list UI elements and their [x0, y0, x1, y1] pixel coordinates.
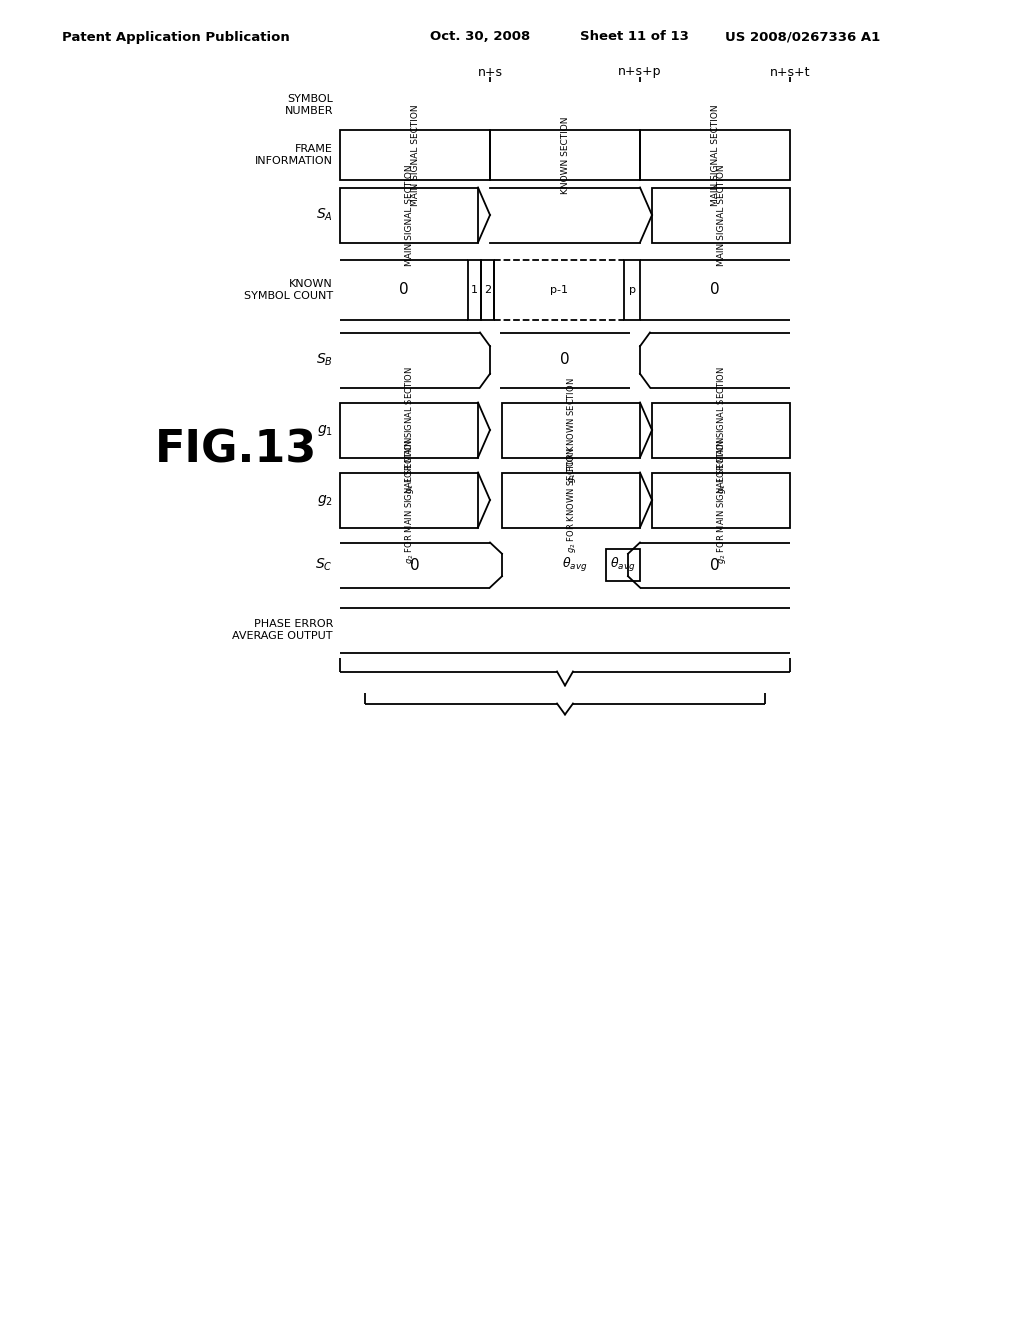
Text: 0: 0 [711, 282, 720, 297]
Text: KNOWN
SYMBOL COUNT: KNOWN SYMBOL COUNT [244, 279, 333, 301]
Bar [340, 187, 478, 243]
Text: $g_1$ FOR MAIN SIGNAL SECTION: $g_1$ FOR MAIN SIGNAL SECTION [715, 366, 727, 494]
Bar [652, 187, 790, 243]
Bar [340, 473, 478, 528]
Text: Sheet 11 of 13: Sheet 11 of 13 [580, 30, 689, 44]
Text: n+s+p: n+s+p [618, 66, 662, 78]
Bar [481, 260, 494, 319]
Text: 0: 0 [411, 557, 420, 573]
Text: $g_2$ FOR MAIN SIGNAL SECTION: $g_2$ FOR MAIN SIGNAL SECTION [715, 436, 727, 564]
Bar [468, 260, 481, 319]
Text: $g_2$ FOR MAIN SIGNAL SECTION: $g_2$ FOR MAIN SIGNAL SECTION [402, 436, 416, 564]
Text: MAIN SIGNAL SECTION: MAIN SIGNAL SECTION [717, 164, 725, 265]
Bar [340, 129, 490, 180]
Text: MAIN SIGNAL SECTION: MAIN SIGNAL SECTION [411, 104, 420, 206]
Text: $S_A$: $S_A$ [316, 207, 333, 223]
Text: $\theta_{avg}$: $\theta_{avg}$ [610, 556, 636, 574]
Text: 0: 0 [560, 352, 569, 367]
Text: FRAME
INFORMATION: FRAME INFORMATION [255, 144, 333, 166]
Text: 1: 1 [471, 285, 478, 294]
Text: KNOWN SECTION: KNOWN SECTION [560, 116, 569, 194]
Text: PHASE ERROR
AVERAGE OUTPUT: PHASE ERROR AVERAGE OUTPUT [232, 619, 333, 642]
Text: MAIN SIGNAL SECTION: MAIN SIGNAL SECTION [711, 104, 720, 206]
Text: $\theta_{avg}$: $\theta_{avg}$ [562, 556, 588, 574]
Text: $S_C$: $S_C$ [315, 557, 333, 573]
Bar [502, 403, 640, 458]
Text: MAIN SIGNAL SECTION: MAIN SIGNAL SECTION [404, 164, 414, 265]
Text: p: p [629, 285, 636, 294]
Text: $g_2$: $g_2$ [317, 492, 333, 507]
Text: 0: 0 [711, 557, 720, 573]
Text: US 2008/0267336 A1: US 2008/0267336 A1 [725, 30, 881, 44]
Bar [652, 403, 790, 458]
Text: SYMBOL
NUMBER: SYMBOL NUMBER [285, 94, 333, 116]
Text: Patent Application Publication: Patent Application Publication [62, 30, 290, 44]
Bar [652, 473, 790, 528]
Text: n+s+t: n+s+t [770, 66, 810, 78]
Bar [502, 473, 640, 528]
Text: $g_1$ FOR KNOWN SECTION: $g_1$ FOR KNOWN SECTION [564, 378, 578, 483]
Text: 2: 2 [484, 285, 492, 294]
Bar [490, 129, 640, 180]
Bar [640, 129, 790, 180]
Text: $g_2$ FOR KNOWN SECTION: $g_2$ FOR KNOWN SECTION [564, 447, 578, 553]
Bar [340, 403, 478, 458]
Text: FIG.13: FIG.13 [155, 429, 317, 471]
Text: Oct. 30, 2008: Oct. 30, 2008 [430, 30, 530, 44]
Text: $g_1$: $g_1$ [317, 422, 333, 437]
Text: $g_1$ FOR MAIN SIGNAL SECTION: $g_1$ FOR MAIN SIGNAL SECTION [402, 366, 416, 494]
Text: n+s: n+s [477, 66, 503, 78]
Bar [606, 549, 640, 581]
Text: $S_B$: $S_B$ [316, 352, 333, 368]
Text: 0: 0 [399, 282, 409, 297]
Text: p-1: p-1 [550, 285, 568, 294]
Bar [624, 260, 640, 319]
